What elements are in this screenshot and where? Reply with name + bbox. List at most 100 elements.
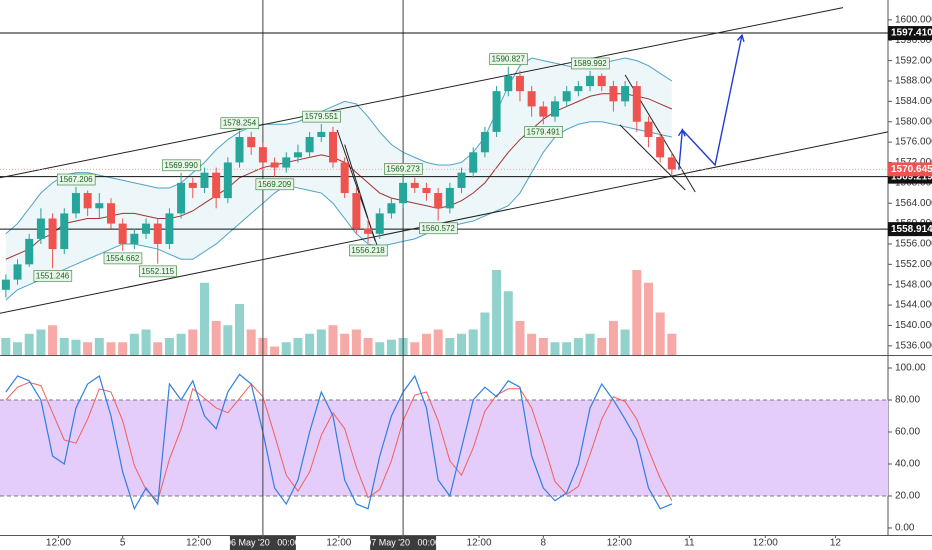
- projection-path: [678, 35, 743, 170]
- candle-body: [621, 86, 630, 102]
- volume-bar: [573, 338, 583, 355]
- x-tick-label: 8: [541, 538, 547, 549]
- x-tick-label: 12: [830, 538, 842, 549]
- volume-bar: [457, 333, 467, 355]
- candle-body: [469, 152, 478, 173]
- x-tick-label: 12:00: [607, 538, 632, 549]
- candle-body: [586, 75, 595, 87]
- volume-bar: [608, 321, 618, 355]
- volume-bar: [281, 342, 291, 355]
- y-tick-label: 1584.000: [895, 96, 932, 107]
- volume-bar: [36, 329, 46, 355]
- candle-body: [258, 147, 267, 163]
- candle-body: [504, 75, 513, 92]
- candle-body: [644, 121, 653, 138]
- price-label: 1589.992: [573, 59, 607, 68]
- candle-body: [36, 218, 45, 239]
- y-tick-label: 1564.000: [895, 198, 932, 209]
- price-label: 1590.827: [492, 55, 526, 64]
- candle-body: [200, 172, 209, 188]
- volume-bar: [141, 329, 151, 355]
- candle-body: [667, 157, 676, 170]
- y-tick-label: 80.00: [895, 395, 920, 406]
- volume-bar: [503, 291, 513, 355]
- candle-body: [247, 137, 256, 148]
- x-tick-label: 12:00: [46, 538, 71, 549]
- y-tick-label: 1580.000: [895, 116, 932, 127]
- volume-bar: [632, 270, 642, 355]
- candle-body: [340, 162, 349, 194]
- volume-bar: [188, 329, 198, 355]
- candle-body: [656, 137, 665, 158]
- candle-body: [492, 91, 501, 132]
- volume-bar: [164, 338, 174, 355]
- candle-body: [352, 193, 361, 229]
- volume-bar: [106, 342, 116, 355]
- trend-line: [344, 144, 376, 242]
- candle-body: [410, 182, 419, 188]
- y-tick-label: 20.00: [895, 491, 920, 502]
- candle-body: [153, 223, 162, 244]
- axis-price-label: 1569.219: [891, 171, 932, 182]
- price-label-box: [33, 269, 73, 282]
- candle-body: [480, 131, 489, 153]
- volume-bar: [94, 338, 104, 355]
- x-tick-highlight: [229, 536, 296, 550]
- volume-bar: [620, 329, 630, 355]
- x-tick-label: 12:00: [326, 538, 351, 549]
- candle-body: [527, 91, 536, 107]
- candle-body: [387, 203, 396, 214]
- price-label: 1569.209: [258, 180, 292, 189]
- price-label-box: [302, 110, 341, 123]
- y-tick-label: 1600.000: [895, 15, 932, 26]
- volume-bar: [316, 329, 326, 355]
- volume-bar: [59, 338, 69, 355]
- volume-bar: [655, 312, 665, 355]
- y-tick-label: 1588.000: [895, 76, 932, 87]
- x-tick-label: 12:00: [753, 538, 778, 549]
- y-tick-label: 1576.000: [895, 137, 932, 148]
- candle-body: [457, 172, 466, 188]
- candle-body: [317, 131, 326, 138]
- candle-body: [329, 131, 337, 163]
- volume-bar: [643, 282, 653, 355]
- candle-body: [282, 157, 291, 168]
- y-tick-label: 1556.000: [895, 239, 932, 250]
- volume-bar: [468, 329, 478, 355]
- volume-bar: [270, 346, 280, 355]
- candle-body: [609, 86, 618, 102]
- price-label: 1552.115: [141, 267, 174, 276]
- y-tick-label: 1592.000: [895, 55, 932, 66]
- price-label-box: [139, 265, 177, 278]
- y-tick-label: 1552.000: [895, 259, 932, 270]
- y-tick-label: 0.00: [895, 523, 915, 534]
- volume-bar: [1, 338, 11, 355]
- candle-body: [539, 106, 548, 117]
- arrow-head: [736, 33, 745, 43]
- x-tick-highlight: [370, 536, 437, 550]
- price-label: 1579.491: [527, 127, 561, 136]
- price-label-box: [419, 222, 458, 235]
- candle-body: [25, 238, 34, 265]
- volume-bar: [328, 325, 338, 355]
- volume-bar: [129, 333, 139, 355]
- y-tick-label: 40.00: [895, 459, 920, 470]
- candle-body: [422, 187, 431, 194]
- candle-body: [270, 162, 279, 168]
- price-label: 1569.990: [164, 161, 198, 170]
- price-label: 1579.551: [305, 112, 339, 121]
- volume-bar: [48, 325, 58, 355]
- volume-bar: [246, 329, 256, 355]
- price-label: 1567.206: [59, 175, 93, 184]
- volume-bar: [153, 342, 163, 355]
- candle-body: [399, 182, 408, 204]
- candle-body: [188, 182, 197, 188]
- oscillator-pane: [0, 373, 888, 511]
- candle-body: [165, 213, 174, 244]
- price-label-box: [384, 163, 423, 175]
- candle-body: [375, 213, 384, 234]
- candle-body: [445, 187, 454, 209]
- y-tick-label: 1596.000: [895, 35, 932, 46]
- candle-body: [223, 162, 232, 199]
